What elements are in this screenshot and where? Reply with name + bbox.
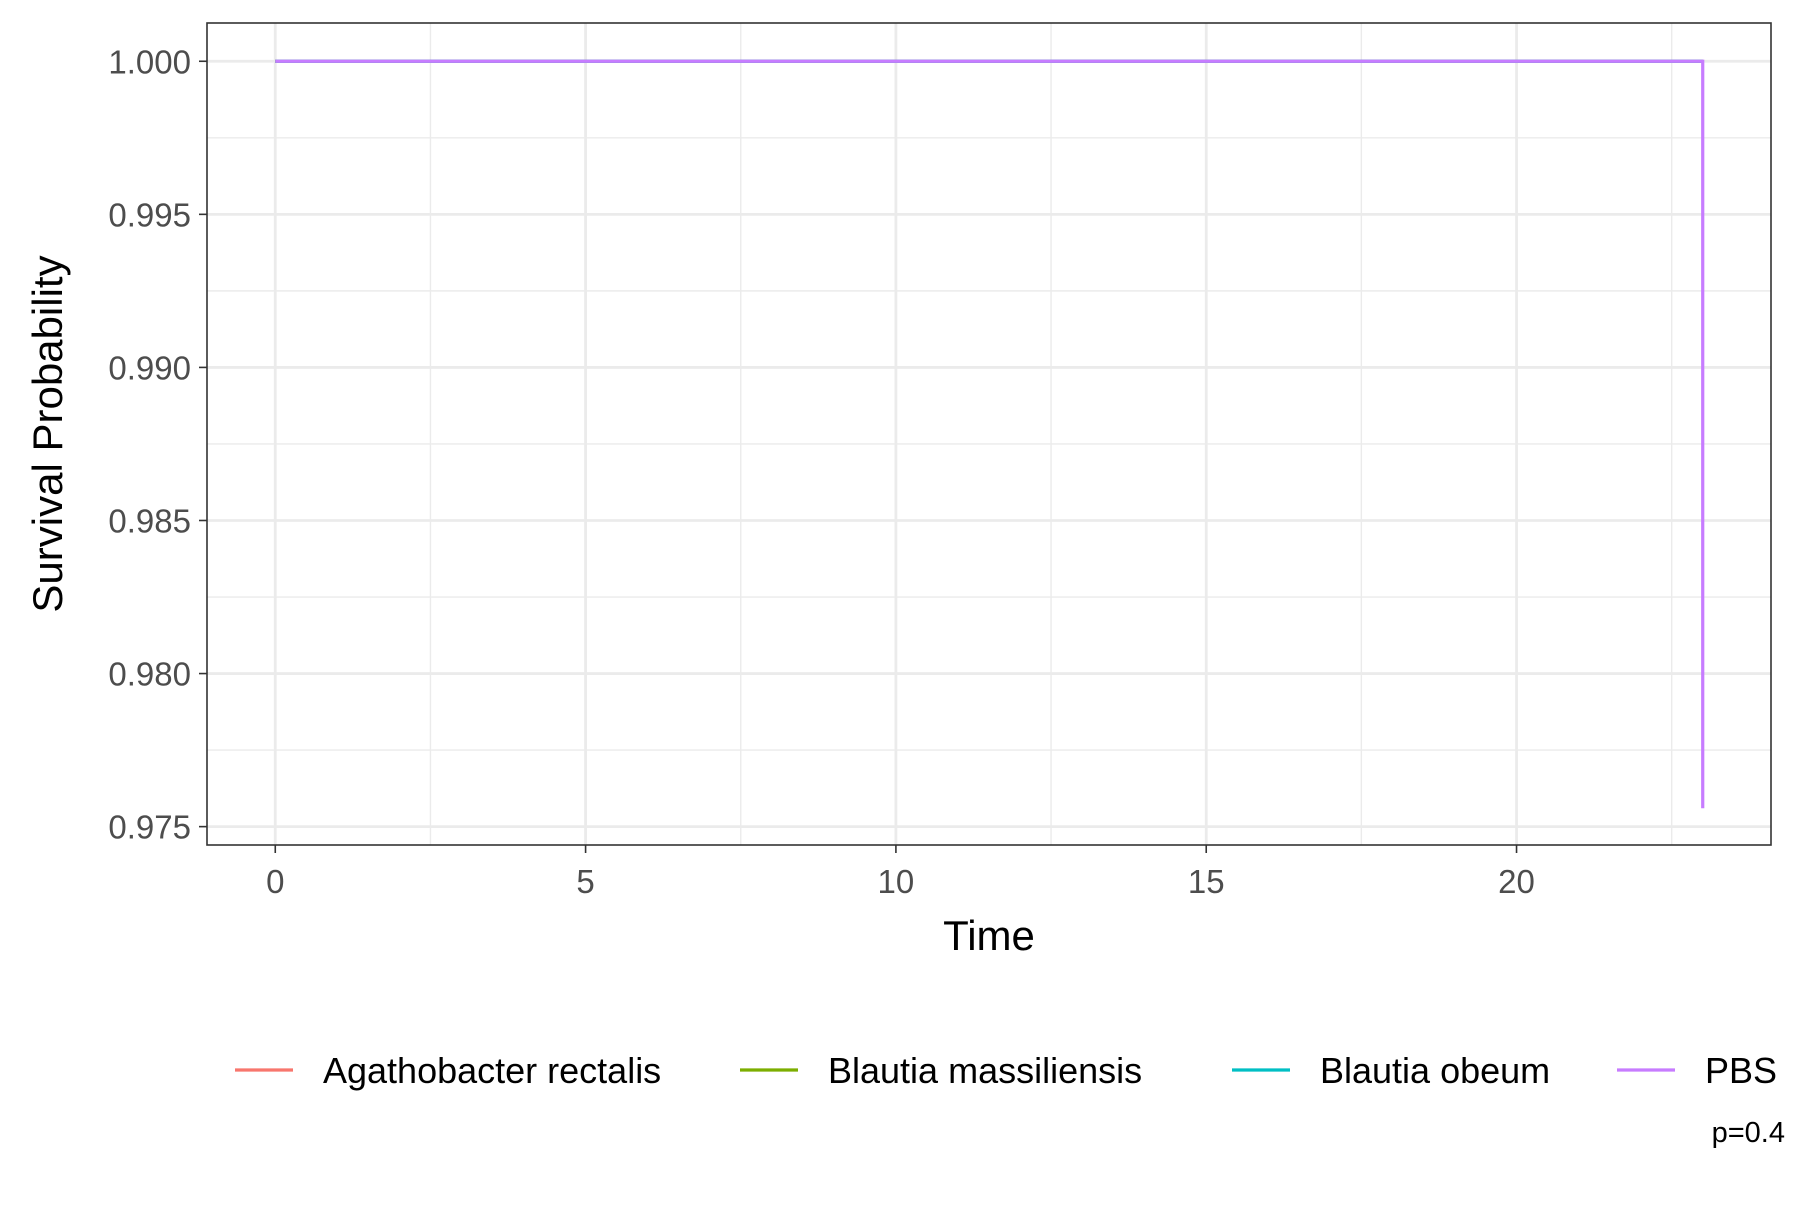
- p-value-annotation: p=0.4: [1712, 1117, 1785, 1149]
- x-tick-label: 15: [1188, 863, 1225, 900]
- legend-label: Blautia massiliensis: [828, 1050, 1142, 1091]
- x-tick-label: 5: [576, 863, 594, 900]
- plot-panel-background: [207, 23, 1771, 845]
- y-tick-label: 0.975: [108, 809, 191, 846]
- y-tick-label: 0.985: [108, 502, 191, 539]
- y-tick-label: 0.990: [108, 349, 191, 386]
- x-axis-title: Time: [943, 912, 1035, 959]
- x-tick-label: 0: [266, 863, 284, 900]
- y-tick-label: 0.980: [108, 656, 191, 693]
- legend: Agathobacter rectalis Blautia massiliensi…: [235, 1050, 1777, 1091]
- y-axis-title: Survival Probability: [24, 255, 71, 612]
- legend-label: Blautia obeum: [1320, 1050, 1550, 1091]
- x-tick-label: 10: [878, 863, 915, 900]
- series-line-pbs: [275, 59, 1705, 809]
- y-tick-label: 1.000: [108, 43, 191, 80]
- plot-panel-border: [206, 22, 1772, 846]
- legend-label: PBS: [1705, 1050, 1777, 1091]
- y-tick-label: 0.995: [108, 196, 191, 233]
- legend-label: Agathobacter rectalis: [323, 1050, 661, 1091]
- x-tick-label: 20: [1498, 863, 1535, 900]
